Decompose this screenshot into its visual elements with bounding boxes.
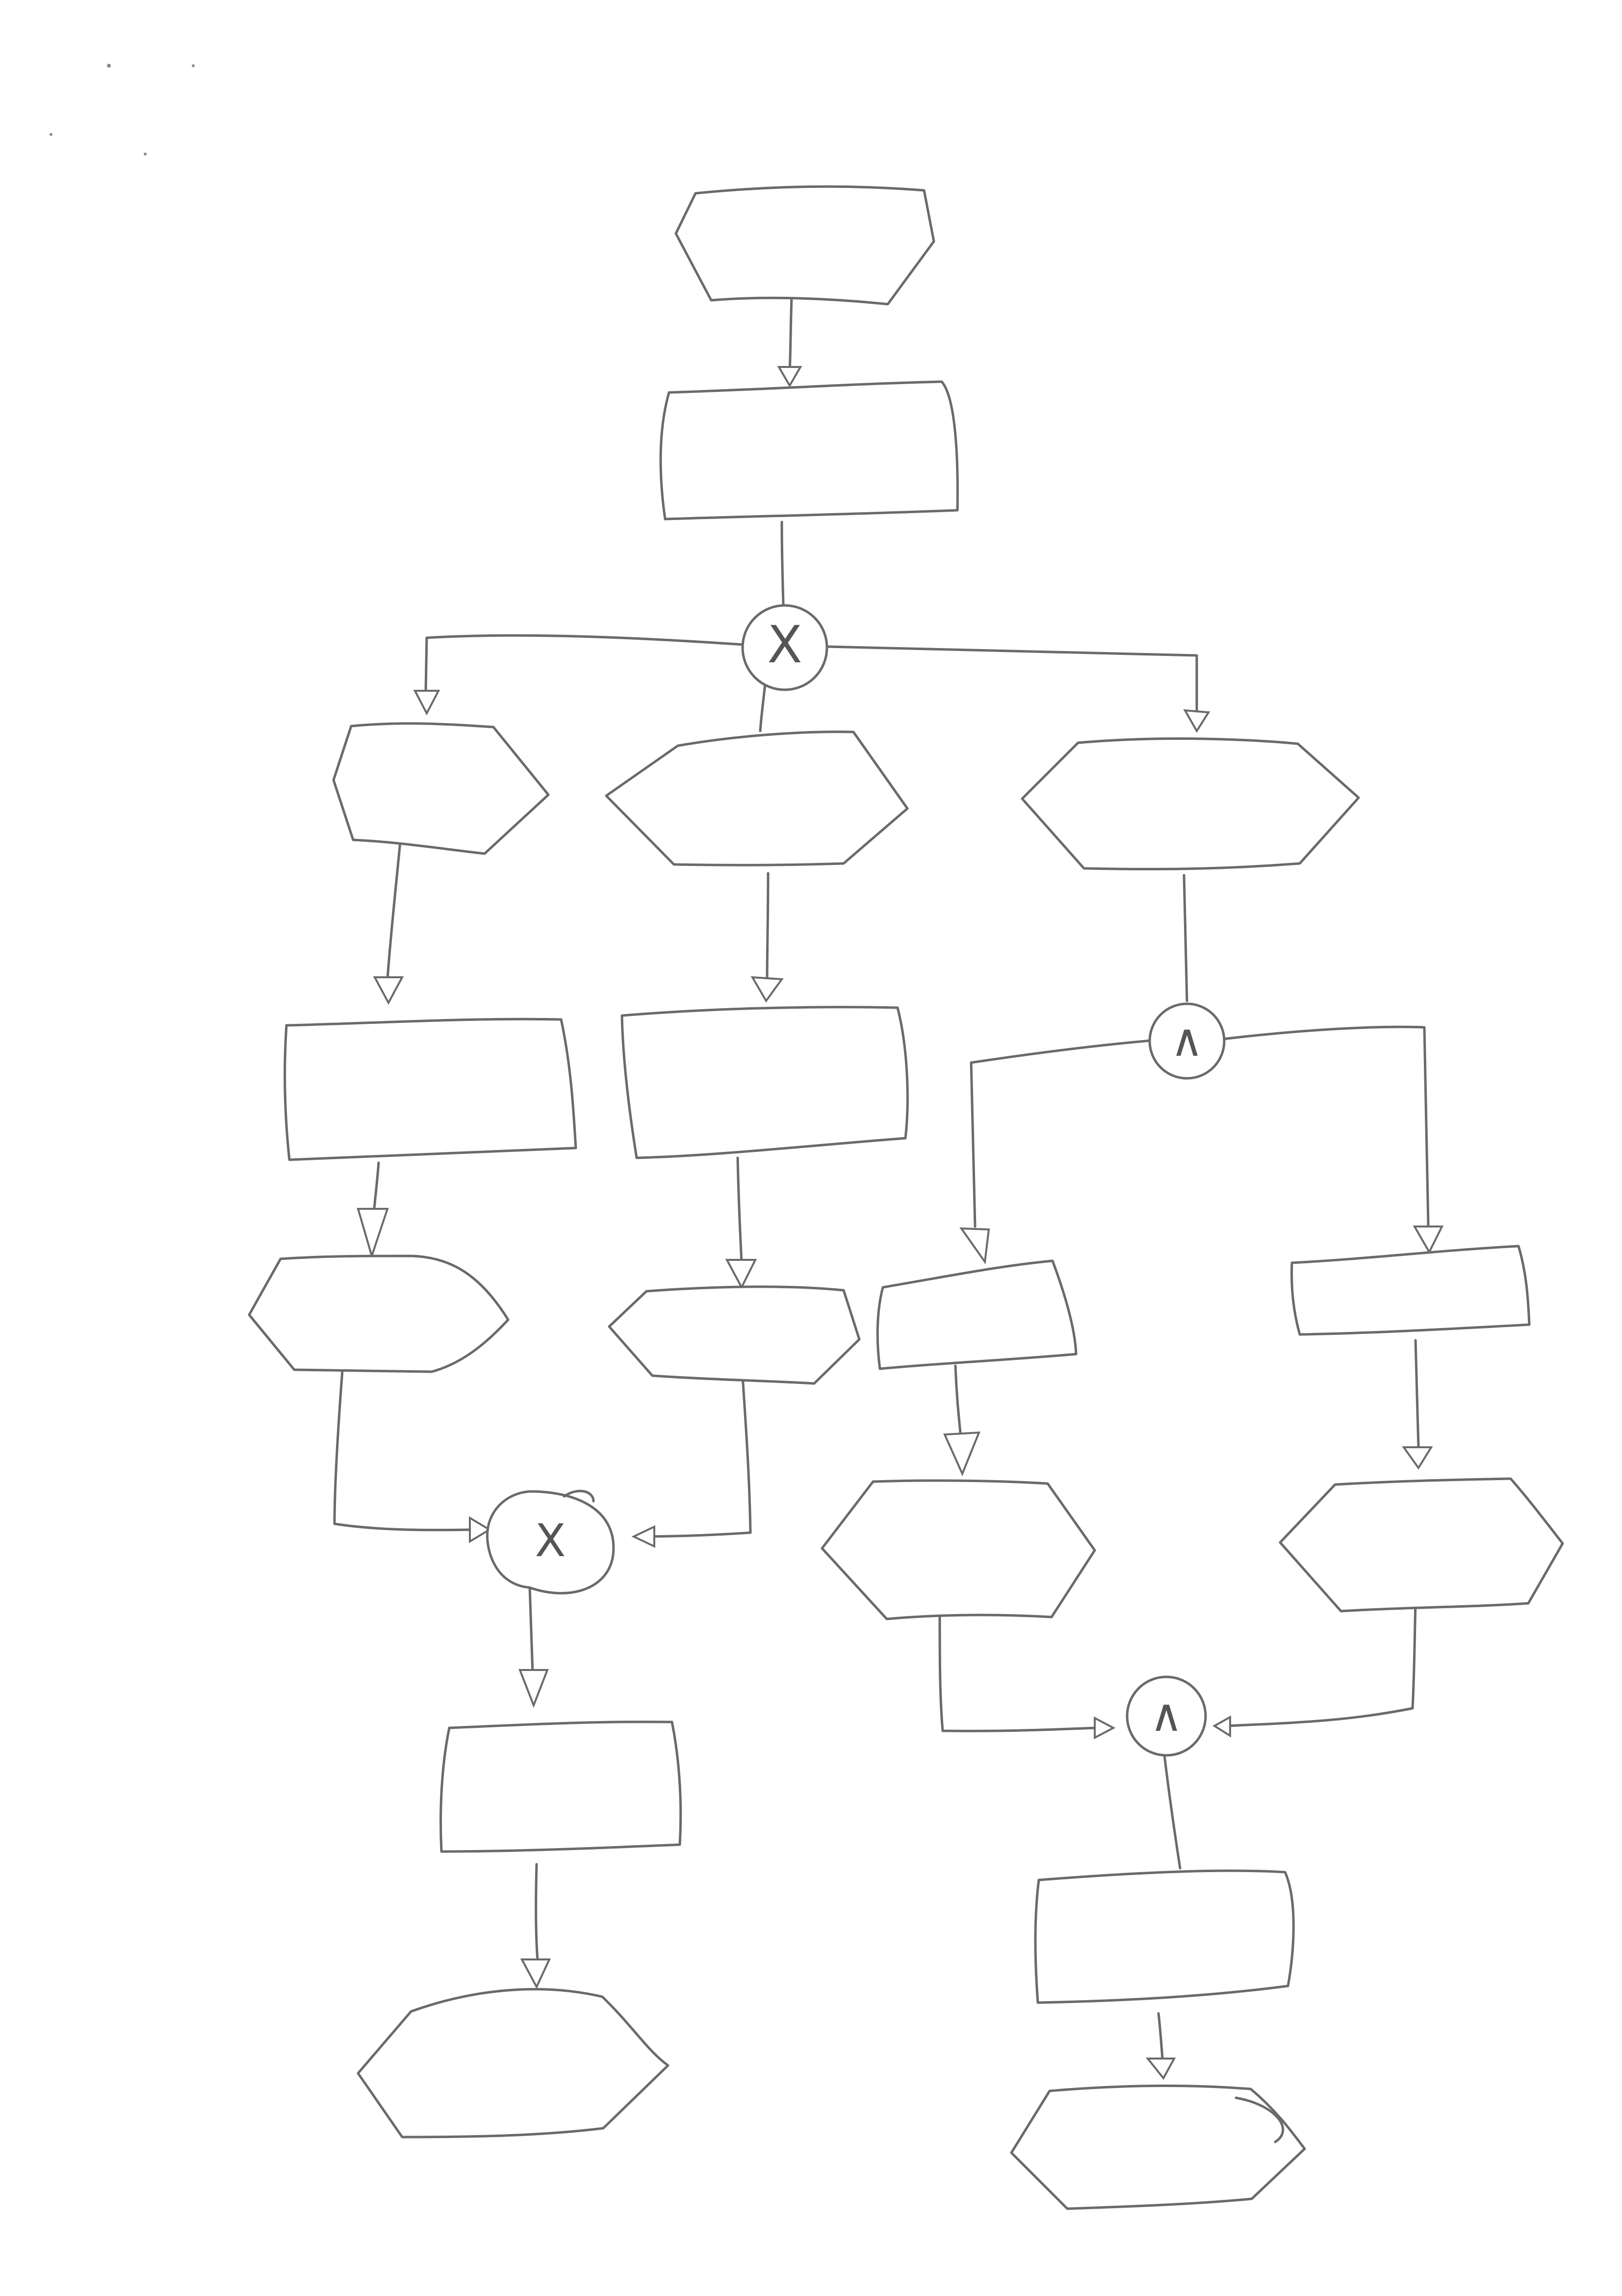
- event-and-right: [1279, 1477, 1564, 1613]
- nodes: X ∧ X ∧: [248, 185, 1564, 2210]
- function-xor-result: [439, 1721, 682, 1853]
- edge-function-and-result-to-end-event-right: [1157, 2012, 1164, 2060]
- arrowhead: [1145, 2058, 1176, 2080]
- arrowhead: [1183, 709, 1210, 733]
- edge-xor-split-to-event-middle: [759, 682, 767, 732]
- end-event-left: [357, 1988, 669, 2139]
- arrowhead: [469, 1516, 491, 1543]
- edge-event-left-to-function-left: [386, 840, 402, 981]
- xor-join: X: [486, 1489, 615, 1594]
- arrowhead: [943, 1431, 981, 1477]
- edge-event-middle-2-to-xor-join: [636, 1374, 752, 1538]
- edge-function-and-left-to-event-and-left: [954, 1364, 962, 1434]
- arrowhead: [777, 366, 802, 388]
- arrowhead: [725, 1259, 757, 1290]
- edge-function-middle-to-event-middle-2: [736, 1156, 743, 1264]
- arrowhead: [518, 1669, 549, 1708]
- function-and-right: [1290, 1245, 1531, 1336]
- arrowhead: [520, 1958, 551, 1989]
- event-middle: [605, 731, 909, 866]
- event-middle-2: [608, 1285, 861, 1385]
- xor-symbol: X: [767, 615, 802, 675]
- edges: [333, 296, 1444, 2080]
- edge-function-and-right-to-event-and-right: [1414, 1339, 1420, 1448]
- arrowhead: [1212, 1715, 1231, 1738]
- edge-event-and-right-to-and-join: [1225, 1601, 1417, 1727]
- and-join: ∧: [1126, 1675, 1207, 1757]
- and-symbol: ∧: [1170, 1014, 1203, 1067]
- xor-symbol: X: [535, 1514, 566, 1567]
- edge-event-and-left-to-and-join: [938, 1616, 1098, 1732]
- event-right: [1021, 737, 1360, 871]
- arrowhead: [631, 1525, 655, 1548]
- edge-xor-split-to-event-right: [825, 645, 1198, 712]
- edge-xor-join-to-function-xor-result: [528, 1585, 534, 1674]
- end-event-right-scribble: [1235, 2096, 1285, 2143]
- end-event-right: [1010, 2085, 1306, 2210]
- function-middle: [620, 1006, 909, 1159]
- arrowhead: [413, 690, 440, 716]
- paper-specks: [50, 64, 195, 156]
- arrowhead: [959, 1227, 990, 1265]
- edge-event-right-to-and-split: [1183, 874, 1188, 1002]
- event-left-2: [248, 1254, 510, 1373]
- edge-event-left-2-to-xor-join: [333, 1369, 472, 1532]
- arrowhead: [1402, 1446, 1433, 1470]
- edge-xor-split-to-event-left: [424, 634, 745, 693]
- arrowhead: [373, 976, 404, 1005]
- edge-and-split-to-function-and-left: [970, 1039, 1158, 1228]
- event-and-left: [821, 1479, 1096, 1620]
- function-and-result: [1034, 1869, 1295, 2004]
- and-symbol: ∧: [1150, 1689, 1183, 1742]
- start-event: [674, 185, 935, 306]
- function-1: [659, 380, 959, 521]
- arrowhead: [750, 976, 784, 1003]
- function-left: [283, 1018, 577, 1161]
- function-and-left: [876, 1259, 1078, 1370]
- xor-split: X: [741, 604, 828, 691]
- arrowhead: [1094, 1716, 1116, 1740]
- edge-start-to-function-1: [788, 296, 793, 374]
- edge-function-left-to-event-left-2: [372, 1161, 380, 1215]
- edge-function-xor-result-to-end-event-left: [535, 1863, 539, 1962]
- arrowhead: [1413, 1226, 1444, 1254]
- event-left: [332, 722, 550, 855]
- arrowhead: [357, 1208, 389, 1259]
- edge-and-split-to-function-and-right: [1213, 1025, 1430, 1227]
- and-split: ∧: [1148, 1002, 1226, 1080]
- edge-event-middle-to-function-middle: [766, 872, 770, 982]
- edge-and-join-to-function-and-result: [1163, 1754, 1182, 1870]
